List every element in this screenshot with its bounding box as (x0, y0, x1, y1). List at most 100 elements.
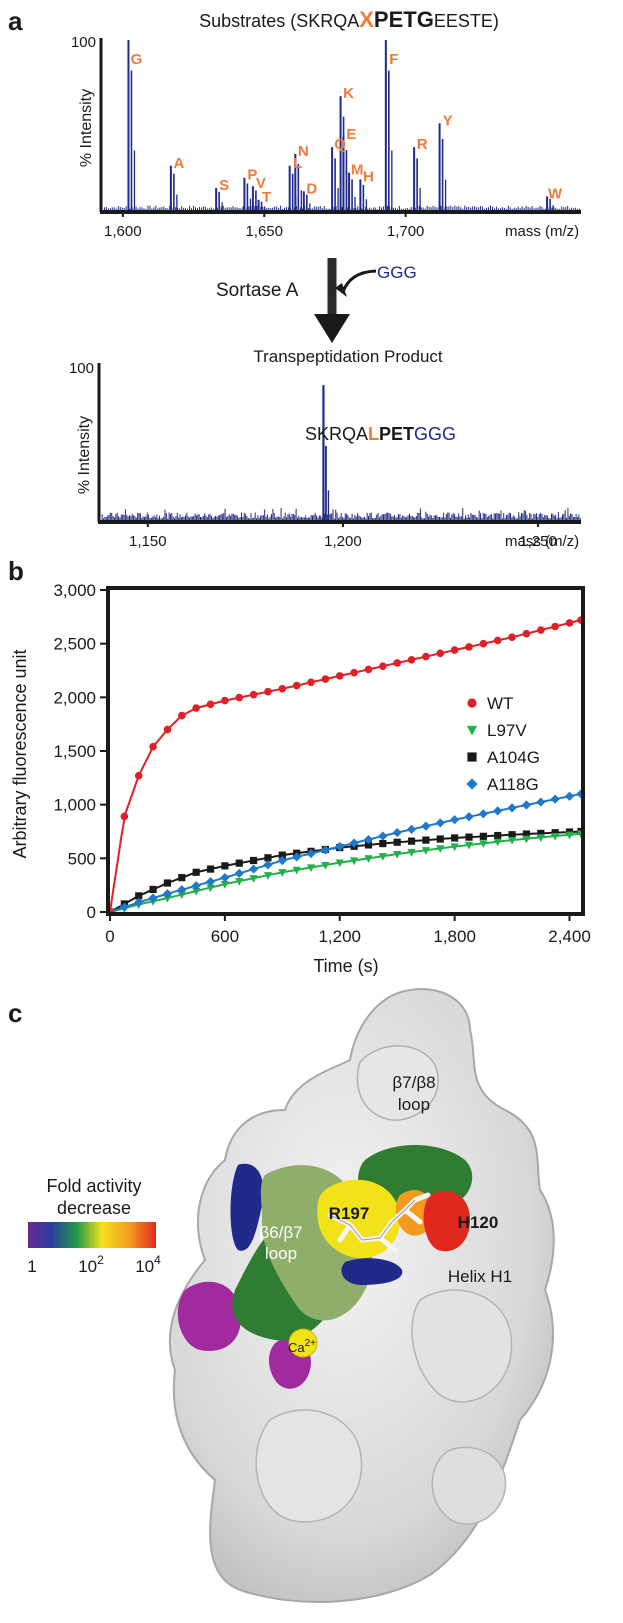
kinetics-point-a104g (379, 839, 387, 848)
fold-legend-scale-3-exp: 4 (154, 1253, 161, 1267)
kinetics-point-wt (163, 725, 172, 734)
panel-label-a: a (8, 6, 23, 36)
kinetics-point-wt (307, 678, 315, 687)
kinetics-plot-frame (106, 586, 585, 916)
kinetics-point-a118g (521, 800, 532, 810)
spectrum1-x-ticks: 1,600 1,650 1,700 (104, 211, 424, 240)
kinetics-point-wt (235, 693, 244, 702)
spectrum1-peak-label: M (351, 162, 364, 179)
spectrum2-x-tick-label: 1,250 (519, 533, 557, 550)
kinetics-point-a118g (478, 809, 488, 819)
kinetics-point-wt (565, 619, 574, 627)
kinetics-point-l97v (206, 884, 215, 893)
spectrum1-peak-label: N (298, 143, 309, 160)
kinetics-legend-marker-a104g (467, 752, 477, 762)
kinetics-y-tick-label: 3,000 (53, 581, 96, 600)
kinetics-point-a118g (263, 860, 273, 870)
kinetics-line-a118g (109, 792, 582, 913)
kinetics-point-a104g (264, 854, 272, 862)
product-seq-ggg: GGG (414, 424, 456, 444)
spectrum1-peak-label: P (247, 167, 257, 184)
sortase-label: Sortase A (216, 280, 299, 301)
kinetics-y-ticks: 0 500 1,000 1,500 2,000 2,500 3,000 (53, 581, 108, 922)
panel-label-b: b (8, 556, 24, 586)
kinetics-point-wt (479, 639, 488, 648)
kinetics-point-l97v (335, 859, 344, 868)
kinetics-point-a118g (421, 821, 431, 831)
kinetics-point-a118g (550, 794, 560, 804)
kinetics-point-a118g (177, 885, 187, 895)
kinetics-x-tick-label: 0 (105, 927, 114, 946)
kinetics-point-a118g (248, 864, 259, 874)
spectrum1-peak-label: E (346, 126, 356, 143)
kinetics-ylabel: Arbitrary fluorescence unit (10, 649, 30, 858)
kinetics-point-a104g (221, 862, 229, 870)
kinetics-point-wt (321, 675, 330, 683)
kinetics-point-a118g (493, 806, 503, 816)
spectrum1-noise (103, 205, 581, 210)
calcium-ion (288, 1328, 318, 1358)
kinetics-point-l97v (364, 855, 373, 863)
fold-legend-title-2: decrease (57, 1198, 131, 1218)
calcium-label-base: Ca (288, 1340, 305, 1355)
region-green-top (358, 1145, 473, 1205)
spectrum1-peak-label: Q (334, 136, 346, 153)
kinetics-point-wt (206, 700, 215, 709)
fold-legend-scale-2-exp: 2 (97, 1253, 104, 1267)
kinetics-point-l97v (321, 861, 330, 870)
kinetics-point-wt (465, 643, 473, 651)
kinetics-point-wt (379, 662, 387, 671)
kinetics-point-a104g (551, 829, 559, 837)
kinetics-point-l97v (278, 869, 287, 877)
spectrum1-peak-label: T (262, 189, 271, 206)
kinetics-point-a104g (407, 837, 416, 845)
spectrum2-x-ticks: 1,150 1,200 1,250 (129, 522, 557, 550)
r197-label: R197 (329, 1204, 370, 1223)
kinetics-point-a104g (235, 859, 243, 867)
kinetics-point-a104g (508, 831, 516, 839)
region-orange (395, 1190, 433, 1236)
spectrum2-xlabel: mass (m/z) (505, 533, 579, 550)
loop-b7b8-label-1: β7/β8 (392, 1073, 435, 1092)
h120-label: H120 (458, 1213, 499, 1232)
spectrum1-peak-label: W (548, 185, 563, 202)
kinetics-point-l97v (450, 843, 459, 852)
helix-h1-label: Helix H1 (448, 1267, 512, 1286)
kinetics-point-l97v (522, 835, 531, 844)
kinetics-point-a104g (494, 831, 502, 840)
product-seq-l: L (368, 424, 379, 444)
spectrum2-ylabel: % Intensity (76, 416, 93, 494)
kinetics-point-l97v (407, 849, 416, 857)
region-blue-left (230, 1163, 264, 1251)
kinetics-point-wt (551, 622, 559, 631)
kinetics-point-a118g (507, 803, 517, 813)
kinetics-point-l97v (249, 875, 258, 883)
surface-bump-2 (411, 1289, 513, 1403)
kinetics-point-a118g (536, 797, 546, 807)
kinetics-point-l97v (350, 857, 359, 866)
kinetics-point-l97v (177, 891, 186, 900)
kinetics-point-l97v (479, 840, 488, 848)
spectrum2-ytick-top: 100 (69, 360, 94, 377)
kinetics-point-a118g (191, 881, 201, 891)
kinetics-legend-marker-wt (467, 698, 477, 708)
region-blue-center (341, 1258, 403, 1285)
protein-surface (168, 988, 555, 1603)
spectrum2-x-tick-label: 1,150 (129, 533, 167, 550)
spectrum1-peak-labels: G A S PVT LN D Q K E M H F RY W (131, 51, 563, 206)
kinetics-point-a104g (465, 833, 473, 841)
spectrum1-peak-label: R (417, 136, 428, 153)
kinetics-y-tick-label: 2,000 (53, 688, 96, 707)
kinetics-x-tick-label: 2,400 (548, 927, 591, 946)
kinetics-point-wt (249, 690, 258, 699)
kinetics-y-tick-label: 1,000 (53, 796, 96, 815)
kinetics-point-a118g (363, 834, 374, 845)
loop-b6b7-label-1: β6/β7 (259, 1223, 302, 1242)
kinetics-x-ticks: 0 600 1,200 1,800 2,400 (105, 914, 591, 946)
kinetics-point-l97v (436, 845, 445, 854)
kinetics-point-a104g (522, 830, 531, 838)
fold-legend-title-1: Fold activity (46, 1176, 141, 1196)
kinetics-y-tick-label: 0 (87, 903, 96, 922)
kinetics-point-a104g (149, 885, 157, 894)
kinetics-point-a118g (378, 831, 388, 841)
